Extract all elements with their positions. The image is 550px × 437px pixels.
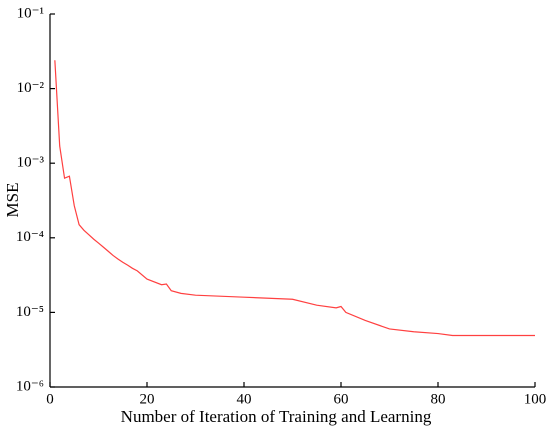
x-axis-title: Number of Iteration of Training and Lear… — [121, 407, 432, 426]
y-tick-label: 10⁻² — [17, 80, 45, 96]
x-tick-label: 100 — [524, 391, 547, 407]
x-tick-label: 20 — [140, 391, 155, 407]
y-axis-title: MSE — [3, 183, 22, 218]
y-tick-label: 10⁻⁴ — [16, 229, 44, 245]
x-tick-label: 60 — [334, 391, 349, 407]
y-tick-label: 10⁻⁶ — [16, 378, 44, 394]
y-tick-label: 10⁻³ — [17, 155, 45, 171]
line — [54, 60, 535, 337]
x-tick-label: 80 — [431, 391, 446, 407]
x-tick-label: 40 — [237, 391, 252, 407]
x-tick-label: 0 — [46, 391, 54, 407]
y-tick-label: 10⁻⁵ — [16, 304, 44, 320]
y-tick-label: 10⁻¹ — [17, 5, 44, 21]
